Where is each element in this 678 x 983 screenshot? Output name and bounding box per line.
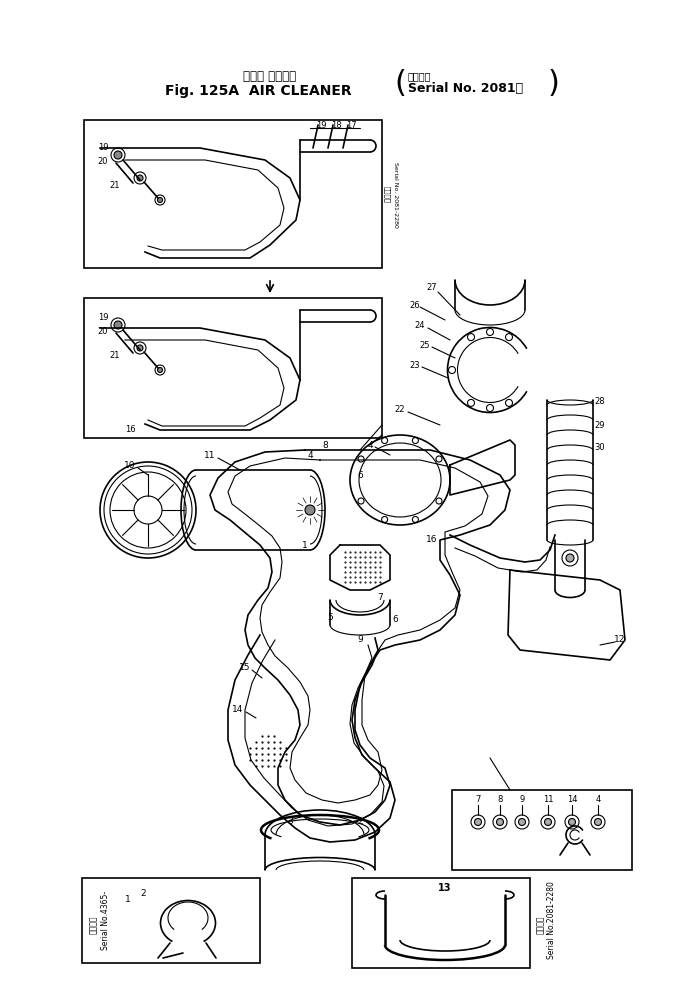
Text: 11: 11	[543, 795, 553, 804]
Circle shape	[519, 819, 525, 826]
Text: 3: 3	[287, 818, 293, 827]
Text: 27: 27	[426, 283, 437, 293]
Text: 18: 18	[331, 122, 341, 131]
Text: 30: 30	[595, 443, 605, 452]
Text: 14: 14	[233, 706, 243, 715]
Text: 21: 21	[110, 181, 120, 190]
Text: 1: 1	[302, 541, 308, 549]
Text: 7: 7	[475, 795, 481, 804]
Text: 6: 6	[392, 615, 398, 624]
Bar	[82, 878, 260, 963]
Text: 28: 28	[595, 397, 605, 407]
Text: Fig. 125A  AIR CLEANER: Fig. 125A AIR CLEANER	[165, 84, 351, 98]
Circle shape	[568, 819, 576, 826]
Text: 20: 20	[98, 157, 108, 166]
Text: (: (	[394, 69, 406, 97]
Bar	[452, 790, 632, 870]
Text: 14: 14	[567, 795, 577, 804]
Circle shape	[137, 345, 143, 351]
Bar	[352, 878, 530, 968]
Circle shape	[305, 505, 315, 515]
Text: 10: 10	[124, 460, 136, 470]
Text: 5: 5	[327, 613, 333, 622]
Text: Serial No.2081-2280: Serial No.2081-2280	[548, 881, 557, 959]
Text: 11: 11	[204, 451, 216, 460]
Text: 19: 19	[316, 122, 326, 131]
Text: 21: 21	[110, 351, 120, 360]
Text: Serial No. 2081-2280: Serial No. 2081-2280	[393, 162, 397, 228]
Circle shape	[544, 819, 551, 826]
Text: 4: 4	[307, 450, 313, 459]
Circle shape	[475, 819, 481, 826]
Text: 15: 15	[239, 664, 251, 672]
Circle shape	[157, 368, 163, 373]
Text: 2: 2	[357, 818, 363, 827]
Text: 9: 9	[519, 795, 525, 804]
Text: 24: 24	[415, 320, 425, 329]
Circle shape	[595, 819, 601, 826]
Text: 26: 26	[410, 301, 420, 310]
Text: 適用号機: 適用号機	[408, 71, 431, 81]
Text: Serial No. 2081－: Serial No. 2081－	[408, 82, 523, 94]
Text: 22: 22	[395, 406, 405, 415]
Text: ): )	[548, 69, 560, 97]
Text: 7: 7	[377, 594, 383, 603]
Circle shape	[157, 198, 163, 202]
Text: 適用号機: 適用号機	[536, 916, 544, 934]
Text: 16: 16	[125, 426, 136, 434]
Text: 8: 8	[497, 795, 502, 804]
Text: 9: 9	[357, 635, 363, 645]
Text: 23: 23	[410, 361, 420, 370]
Text: 適用号機: 適用号機	[384, 187, 391, 203]
Text: 17: 17	[346, 122, 357, 131]
Bar	[84, 120, 382, 268]
Circle shape	[114, 151, 122, 159]
Bar	[84, 298, 382, 438]
Text: 19: 19	[98, 143, 108, 151]
Text: 12: 12	[614, 635, 626, 645]
Circle shape	[137, 175, 143, 181]
Text: 1: 1	[125, 896, 131, 904]
Text: 25: 25	[420, 340, 431, 350]
Text: 13: 13	[438, 883, 452, 893]
Text: 19: 19	[98, 314, 108, 322]
Text: 20: 20	[98, 327, 108, 336]
Text: 2: 2	[140, 889, 146, 897]
Text: 4: 4	[367, 440, 373, 449]
Text: 8: 8	[322, 441, 328, 450]
Circle shape	[496, 819, 504, 826]
Text: 16: 16	[426, 536, 438, 545]
Circle shape	[114, 321, 122, 329]
Text: 4: 4	[595, 795, 601, 804]
Text: エアー クリーナ: エアー クリーナ	[243, 70, 296, 83]
Circle shape	[566, 554, 574, 562]
Text: 29: 29	[595, 421, 605, 430]
Text: 6: 6	[357, 471, 363, 480]
Text: Serial No.4365-: Serial No.4365-	[100, 891, 110, 950]
Text: 適用号機: 適用号機	[89, 916, 98, 934]
